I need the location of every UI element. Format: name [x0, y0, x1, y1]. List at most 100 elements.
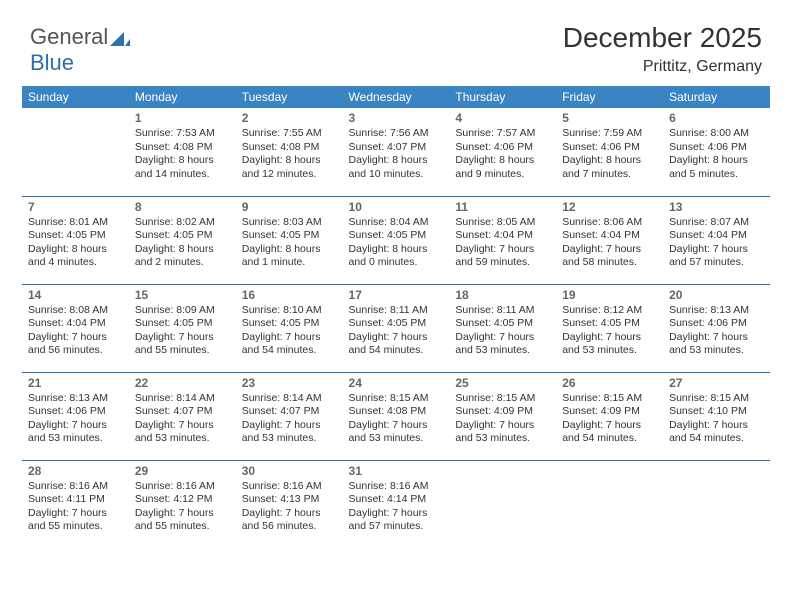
day-number: 6	[669, 111, 764, 125]
day-number: 2	[242, 111, 337, 125]
calendar-cell: 20 Sunrise: 8:13 AMSunset: 4:06 PMDayligh…	[663, 284, 770, 372]
day-info: Sunrise: 8:08 AMSunset: 4:04 PMDaylight:…	[28, 304, 123, 359]
calendar-cell: 29 Sunrise: 8:16 AMSunset: 4:12 PMDayligh…	[129, 460, 236, 548]
calendar-cell: 27Sunrise: 8:15 AMSunset: 4:10 PMDayligh…	[663, 372, 770, 460]
weekday-header: Monday	[129, 86, 236, 108]
day-number: 13	[669, 200, 764, 214]
calendar-cell: 25Sunrise: 8:15 AMSunset: 4:09 PMDayligh…	[449, 372, 556, 460]
weekday-header: Sunday	[22, 86, 129, 108]
calendar-cell: 26 Sunrise: 8:15 AMSunset: 4:09 PMDayligh…	[556, 372, 663, 460]
day-info: Sunrise: 8:06 AMSunset: 4:04 PMDaylight:…	[562, 216, 657, 271]
calendar-cell	[449, 460, 556, 548]
day-info: Sunrise: 8:02 AMSunset: 4:05 PMDaylight:…	[135, 216, 230, 271]
calendar-cell: 4Sunrise: 7:57 AMSunset: 4:06 PMDaylight…	[449, 108, 556, 196]
brand-part2: Blue	[30, 50, 74, 75]
weekday-header: Friday	[556, 86, 663, 108]
day-number: 29	[135, 464, 230, 478]
day-info: Sunrise: 8:03 AMSunset: 4:05 PMDaylight:…	[242, 216, 337, 271]
day-number: 14	[28, 288, 123, 302]
calendar-week-row: 28 Sunrise: 8:16 AMSunset: 4:11 PMDayligh…	[22, 460, 770, 548]
day-number: 23	[242, 376, 337, 390]
calendar-cell: 5 Sunrise: 7:59 AMSunset: 4:06 PMDaylight…	[556, 108, 663, 196]
day-number: 21	[28, 376, 123, 390]
day-info: Sunrise: 8:15 AMSunset: 4:10 PMDaylight:…	[669, 392, 764, 447]
day-info: Sunrise: 8:13 AMSunset: 4:06 PMDaylight:…	[28, 392, 123, 447]
calendar-cell: 19 Sunrise: 8:12 AMSunset: 4:05 PMDayligh…	[556, 284, 663, 372]
calendar-cell: 6Sunrise: 8:00 AMSunset: 4:06 PMDaylight…	[663, 108, 770, 196]
day-number: 11	[455, 200, 550, 214]
calendar-cell: 14 Sunrise: 8:08 AMSunset: 4:04 PMDayligh…	[22, 284, 129, 372]
day-number: 19	[562, 288, 657, 302]
page-header: December 2025 Prittitz, Germany	[563, 22, 762, 76]
calendar-cell: 28 Sunrise: 8:16 AMSunset: 4:11 PMDayligh…	[22, 460, 129, 548]
calendar-cell: 13Sunrise: 8:07 AMSunset: 4:04 PMDayligh…	[663, 196, 770, 284]
calendar-cell	[22, 108, 129, 196]
day-info: Sunrise: 7:59 AMSunset: 4:06 PMDaylight:…	[562, 127, 657, 182]
day-info: Sunrise: 8:05 AMSunset: 4:04 PMDaylight:…	[455, 216, 550, 271]
day-info: Sunrise: 8:16 AMSunset: 4:13 PMDaylight:…	[242, 480, 337, 535]
calendar-week-row: 14 Sunrise: 8:08 AMSunset: 4:04 PMDayligh…	[22, 284, 770, 372]
day-info: Sunrise: 8:11 AMSunset: 4:05 PMDaylight:…	[455, 304, 550, 359]
day-number: 24	[349, 376, 444, 390]
day-number: 16	[242, 288, 337, 302]
calendar-cell: 17 Sunrise: 8:11 AMSunset: 4:05 PMDayligh…	[343, 284, 450, 372]
calendar-cell: 9 Sunrise: 8:03 AMSunset: 4:05 PMDaylight…	[236, 196, 343, 284]
brand-logo: General Blue	[30, 24, 130, 76]
day-info: Sunrise: 8:09 AMSunset: 4:05 PMDaylight:…	[135, 304, 230, 359]
day-info: Sunrise: 8:11 AMSunset: 4:05 PMDaylight:…	[349, 304, 444, 359]
day-number: 8	[135, 200, 230, 214]
day-number: 1	[135, 111, 230, 125]
day-number: 5	[562, 111, 657, 125]
day-info: Sunrise: 8:12 AMSunset: 4:05 PMDaylight:…	[562, 304, 657, 359]
calendar-cell: 30 Sunrise: 8:16 AMSunset: 4:13 PMDayligh…	[236, 460, 343, 548]
day-number: 26	[562, 376, 657, 390]
calendar-cell: 21 Sunrise: 8:13 AMSunset: 4:06 PMDayligh…	[22, 372, 129, 460]
day-number: 18	[455, 288, 550, 302]
day-info: Sunrise: 7:56 AMSunset: 4:07 PMDaylight:…	[349, 127, 444, 182]
calendar-cell: 3 Sunrise: 7:56 AMSunset: 4:07 PMDaylight…	[343, 108, 450, 196]
calendar-cell: 12 Sunrise: 8:06 AMSunset: 4:04 PMDayligh…	[556, 196, 663, 284]
weekday-header: Tuesday	[236, 86, 343, 108]
day-number: 20	[669, 288, 764, 302]
weekday-header: Thursday	[449, 86, 556, 108]
calendar-cell: 8 Sunrise: 8:02 AMSunset: 4:05 PMDaylight…	[129, 196, 236, 284]
calendar-week-row: 7Sunrise: 8:01 AMSunset: 4:05 PMDaylight…	[22, 196, 770, 284]
calendar-cell: 2 Sunrise: 7:55 AMSunset: 4:08 PMDaylight…	[236, 108, 343, 196]
day-info: Sunrise: 7:55 AMSunset: 4:08 PMDaylight:…	[242, 127, 337, 182]
calendar-cell: 18 Sunrise: 8:11 AMSunset: 4:05 PMDayligh…	[449, 284, 556, 372]
day-number: 3	[349, 111, 444, 125]
brand-part1: General	[30, 24, 108, 49]
day-number: 28	[28, 464, 123, 478]
day-number: 10	[349, 200, 444, 214]
day-number: 7	[28, 200, 123, 214]
calendar-cell: 16Sunrise: 8:10 AMSunset: 4:05 PMDayligh…	[236, 284, 343, 372]
day-number: 9	[242, 200, 337, 214]
day-info: Sunrise: 8:16 AMSunset: 4:12 PMDaylight:…	[135, 480, 230, 535]
day-info: Sunrise: 8:15 AMSunset: 4:09 PMDaylight:…	[562, 392, 657, 447]
calendar-cell	[663, 460, 770, 548]
day-info: Sunrise: 8:16 AMSunset: 4:11 PMDaylight:…	[28, 480, 123, 535]
calendar-cell: 15 Sunrise: 8:09 AMSunset: 4:05 PMDayligh…	[129, 284, 236, 372]
day-number: 15	[135, 288, 230, 302]
calendar-cell	[556, 460, 663, 548]
weekday-header-row: SundayMondayTuesdayWednesdayThursdayFrid…	[22, 86, 770, 108]
day-number: 30	[242, 464, 337, 478]
calendar-cell: 10Sunrise: 8:04 AMSunset: 4:05 PMDayligh…	[343, 196, 450, 284]
month-title: December 2025	[563, 22, 762, 54]
location-subtitle: Prittitz, Germany	[563, 58, 762, 76]
day-number: 22	[135, 376, 230, 390]
day-number: 12	[562, 200, 657, 214]
weekday-header: Wednesday	[343, 86, 450, 108]
calendar-cell: 23Sunrise: 8:14 AMSunset: 4:07 PMDayligh…	[236, 372, 343, 460]
calendar-cell: 1Sunrise: 7:53 AMSunset: 4:08 PMDaylight…	[129, 108, 236, 196]
calendar-body: 1Sunrise: 7:53 AMSunset: 4:08 PMDaylight…	[22, 108, 770, 548]
calendar-cell: 22Sunrise: 8:14 AMSunset: 4:07 PMDayligh…	[129, 372, 236, 460]
day-number: 4	[455, 111, 550, 125]
day-info: Sunrise: 8:16 AMSunset: 4:14 PMDaylight:…	[349, 480, 444, 535]
day-number: 17	[349, 288, 444, 302]
day-info: Sunrise: 8:13 AMSunset: 4:06 PMDaylight:…	[669, 304, 764, 359]
sail-icon	[110, 30, 130, 46]
calendar-cell: 7Sunrise: 8:01 AMSunset: 4:05 PMDaylight…	[22, 196, 129, 284]
calendar-week-row: 1Sunrise: 7:53 AMSunset: 4:08 PMDaylight…	[22, 108, 770, 196]
weekday-header: Saturday	[663, 86, 770, 108]
